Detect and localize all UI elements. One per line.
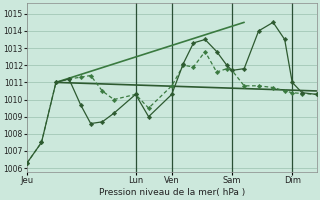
X-axis label: Pression niveau de la mer( hPa ): Pression niveau de la mer( hPa )	[99, 188, 245, 197]
